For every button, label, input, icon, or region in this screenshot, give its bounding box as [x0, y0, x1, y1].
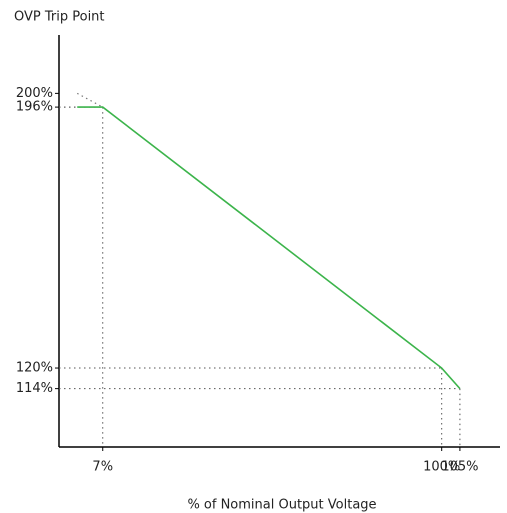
y-axis-label: OVP Trip Point	[14, 10, 105, 25]
y-tick-label: 196%	[16, 100, 53, 115]
series-line	[77, 106, 461, 390]
x-tick-label: 7%	[92, 460, 113, 475]
y-tick-label: 114%	[16, 381, 53, 396]
y-tick-label: 120%	[16, 361, 53, 376]
series-line	[76, 92, 104, 108]
x-tick-label: 105%	[441, 460, 478, 475]
y-tick-label: 200%	[16, 86, 53, 101]
x-tick-label: 100%	[423, 460, 460, 475]
x-axis-label: % of Nominal Output Voltage	[187, 498, 376, 513]
